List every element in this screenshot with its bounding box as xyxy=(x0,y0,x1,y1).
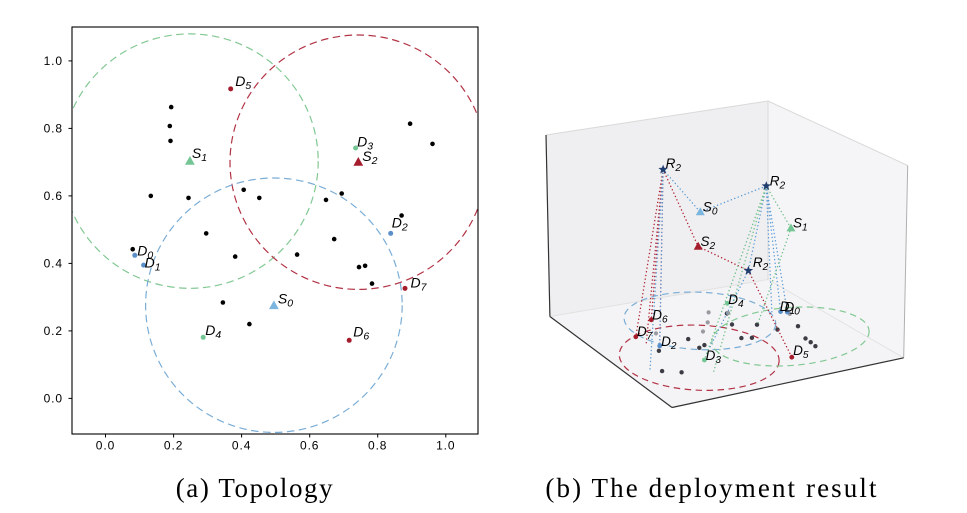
svg-text:0.0: 0.0 xyxy=(96,439,115,453)
svg-text:0.2: 0.2 xyxy=(44,324,63,338)
svg-text:0.4: 0.4 xyxy=(44,257,63,271)
svg-text:0.4: 0.4 xyxy=(232,439,251,453)
svg-text:1.0: 1.0 xyxy=(44,54,63,68)
svg-text:0.0: 0.0 xyxy=(44,392,63,406)
svg-text:0.8: 0.8 xyxy=(44,122,63,136)
svg-text:0.6: 0.6 xyxy=(300,439,319,453)
svg-text:0.8: 0.8 xyxy=(368,439,387,453)
svg-text:1.0: 1.0 xyxy=(436,439,455,453)
svg-text:(a) Topology: (a) Topology xyxy=(176,473,335,503)
svg-text:(b) The deployment result: (b) The deployment result xyxy=(545,473,878,503)
svg-text:0.6: 0.6 xyxy=(44,189,63,203)
svg-text:0.2: 0.2 xyxy=(164,439,183,453)
